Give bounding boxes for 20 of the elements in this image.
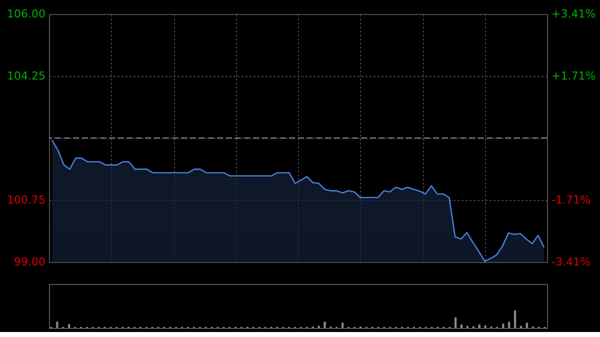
- y2-tick-label: -1.71%: [552, 194, 590, 207]
- y2-tick-label: +3.41%: [552, 8, 596, 20]
- bar: [460, 324, 463, 328]
- bar: [68, 324, 70, 328]
- bar: [454, 317, 457, 328]
- y2-tick-label: +1.71%: [552, 69, 596, 82]
- bar: [324, 322, 326, 328]
- bar: [342, 322, 344, 328]
- bar: [478, 324, 480, 328]
- bar: [56, 322, 58, 328]
- y-tick-label: 99.00: [14, 256, 46, 268]
- y-tick-label: 104.25: [7, 70, 46, 82]
- bar: [514, 310, 516, 328]
- bar: [508, 322, 510, 328]
- bar: [484, 325, 486, 328]
- bar: [502, 324, 504, 328]
- y-tick-label: 106.00: [7, 8, 46, 20]
- y-tick-label: 100.75: [7, 194, 46, 206]
- bar: [526, 322, 528, 328]
- y2-tick-label: -3.41%: [552, 256, 590, 268]
